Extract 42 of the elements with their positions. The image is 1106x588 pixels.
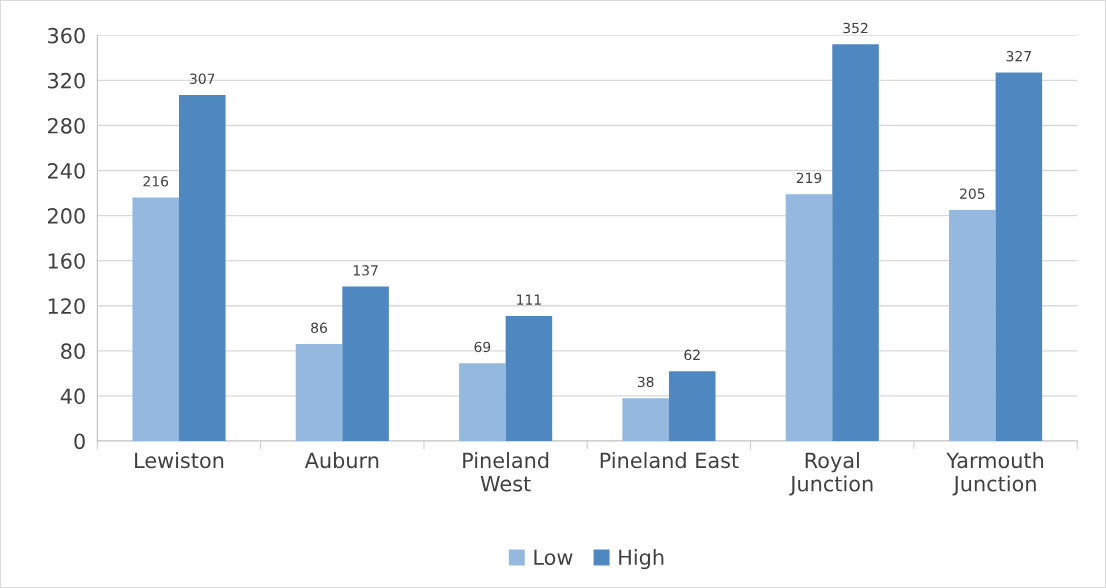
bar [459, 363, 506, 441]
bar [132, 197, 179, 441]
y-tick-label: 200 [47, 208, 85, 224]
bar [668, 371, 716, 441]
x-tick-label: Yarmouth Junction [946, 452, 1044, 496]
y-tick-label: 280 [47, 117, 85, 134]
y-tick-label: 320 [48, 72, 85, 89]
data-label: 62 [684, 349, 700, 361]
bar [178, 95, 226, 441]
data-label: 352 [843, 22, 868, 34]
x-tick-label: Auburn [304, 452, 379, 469]
data-label: 111 [517, 294, 541, 305]
x-tick-label: Pineland East [600, 452, 739, 469]
data-label: 307 [190, 73, 215, 84]
bar [785, 194, 833, 441]
data-label: 327 [1006, 50, 1031, 62]
data-label: 38 [637, 376, 654, 388]
x-tick-label: Royal Junction [789, 452, 873, 496]
x-tick-label: Pineland West [463, 452, 549, 492]
y-tick-label: 240 [47, 162, 85, 179]
y-tick-label: 80 [61, 343, 85, 360]
legend-label: High [619, 549, 664, 570]
bar [505, 315, 553, 441]
bar [342, 286, 389, 441]
data-label: 205 [960, 188, 985, 199]
bar [622, 398, 669, 441]
bar [949, 209, 996, 441]
bar [295, 344, 343, 441]
y-tick-label: 120 [48, 298, 85, 314]
data-label: 216 [143, 176, 169, 187]
legend-label: Low [534, 549, 573, 566]
y-tick-label: 0 [74, 433, 85, 450]
y-tick-label: 160 [48, 253, 85, 269]
data-label: 86 [311, 322, 327, 334]
bar [995, 72, 1043, 441]
data-label: 137 [353, 265, 378, 276]
data-label: 219 [796, 172, 822, 184]
bar [832, 44, 879, 441]
x-tick-label: Lewiston [135, 452, 224, 469]
data-label: 69 [474, 341, 491, 353]
y-tick-label: 40 [60, 388, 85, 405]
y-tick-label: 360 [48, 27, 85, 44]
